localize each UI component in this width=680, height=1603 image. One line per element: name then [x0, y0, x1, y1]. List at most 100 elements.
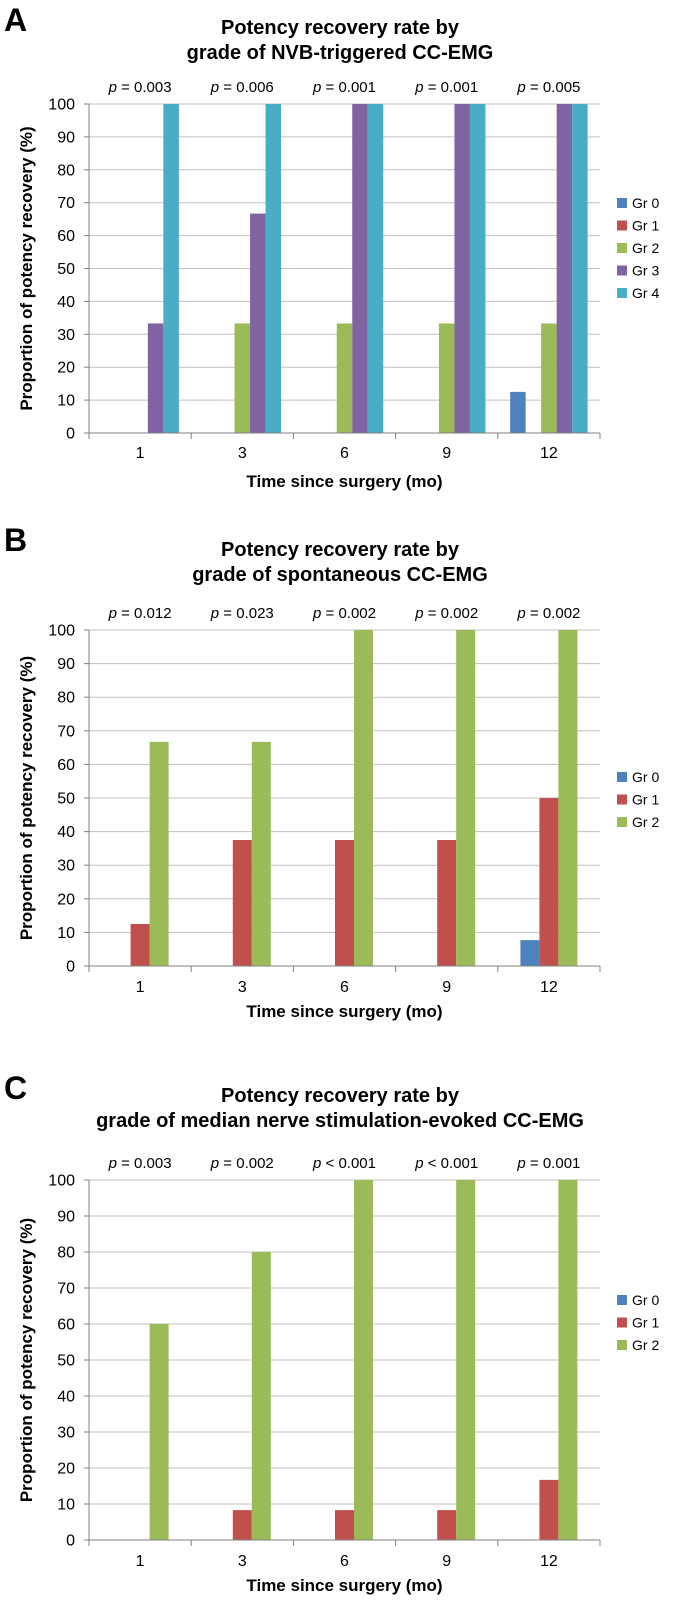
bar — [456, 1180, 476, 1540]
bar — [232, 1510, 252, 1540]
chart-title: Potency recovery rate by grade of NVB-tr… — [0, 16, 680, 66]
y-tick-label: 80 — [57, 162, 75, 179]
legend-swatch — [617, 288, 627, 298]
p-symbol: p — [108, 79, 117, 96]
p-value-text: = 0.002 — [526, 605, 581, 622]
y-axis-label: Proportion of potency recovery (%) — [17, 126, 36, 410]
bar — [469, 104, 486, 433]
y-tick-label: 10 — [57, 925, 75, 942]
p-symbol: p — [312, 605, 321, 622]
y-tick-label: 100 — [48, 623, 75, 640]
bar — [250, 213, 266, 433]
p-value-text: = 0.002 — [321, 605, 376, 622]
y-tick-label: 20 — [57, 891, 75, 908]
bar — [437, 840, 457, 966]
p-symbol: p — [312, 1155, 321, 1172]
y-tick-label: 70 — [57, 723, 75, 740]
legend-label: Gr 0 — [632, 1292, 659, 1308]
y-tick-label: 0 — [66, 959, 75, 976]
p-value-text: = 0.002 — [219, 1155, 274, 1172]
bar — [539, 798, 559, 966]
y-tick-label: 40 — [57, 1389, 75, 1406]
y-tick-label: 20 — [57, 1461, 75, 1478]
legend-swatch — [617, 817, 627, 827]
y-tick-label: 50 — [57, 1353, 75, 1370]
bar — [367, 104, 384, 433]
bar — [510, 391, 526, 433]
legend-swatch — [617, 265, 627, 276]
chart-title: Potency recovery rate by grade of median… — [0, 1084, 680, 1134]
chart-title-line-2: grade of NVB-triggered CC-EMG — [186, 42, 494, 64]
x-tick-label: 3 — [238, 1553, 247, 1570]
legend-label: Gr 4 — [632, 285, 659, 301]
legend-label: Gr 0 — [632, 769, 659, 785]
y-tick-label: 70 — [57, 195, 75, 212]
y-tick-label: 80 — [57, 1245, 75, 1262]
p-value-text: = 0.005 — [526, 79, 581, 96]
x-tick-label: 9 — [442, 979, 451, 996]
bar — [352, 104, 368, 433]
p-symbol: p — [210, 605, 219, 622]
p-value-text: = 0.003 — [117, 1155, 172, 1172]
legend-label: Gr 0 — [632, 195, 659, 211]
legend-swatch — [617, 1295, 627, 1305]
legend-label: Gr 2 — [632, 240, 659, 256]
p-symbol: p — [210, 1155, 219, 1172]
legend-swatch — [617, 1317, 627, 1328]
p-value-text: < 0.001 — [424, 1155, 479, 1172]
y-tick-label: 100 — [48, 97, 75, 114]
chart-title: Potency recovery rate by grade of sponta… — [0, 538, 680, 588]
bar — [456, 630, 476, 966]
x-tick-label: 9 — [442, 1553, 451, 1570]
p-value-annotation: p = 0.006 — [210, 79, 274, 96]
p-value-annotation: p = 0.001 — [312, 79, 376, 96]
chart-title-line-1: Potency recovery rate by — [221, 1085, 459, 1107]
bar — [147, 323, 164, 433]
chart-panel-a: A Potency recovery rate by grade of NVB-… — [0, 0, 680, 510]
p-value-annotation: p < 0.001 — [312, 1155, 376, 1172]
y-tick-label: 60 — [57, 757, 75, 774]
x-axis-label: Time since surgery (mo) — [246, 472, 442, 491]
y-tick-label: 0 — [66, 1533, 75, 1550]
y-tick-label: 0 — [66, 426, 75, 443]
bar — [556, 104, 573, 433]
p-value-annotation: p < 0.001 — [414, 1155, 478, 1172]
p-value-annotation: p = 0.003 — [108, 1155, 172, 1172]
bar — [438, 323, 455, 433]
panel-letter: C — [4, 1070, 28, 1106]
p-value-annotation: p = 0.001 — [414, 79, 478, 96]
chart-title-line-1: Potency recovery rate by — [221, 17, 459, 39]
p-value-annotation: p = 0.023 — [210, 605, 274, 622]
bar — [558, 630, 578, 966]
bar — [335, 1510, 354, 1540]
p-value-text: = 0.023 — [219, 605, 274, 622]
p-symbol: p — [210, 79, 219, 96]
x-tick-label: 12 — [540, 1553, 558, 1570]
x-tick-label: 6 — [340, 1553, 349, 1570]
bar — [149, 741, 169, 966]
panel-letter: B — [4, 522, 28, 558]
y-tick-label: 40 — [57, 294, 75, 311]
p-symbol: p — [414, 79, 423, 96]
y-tick-label: 10 — [57, 1497, 75, 1514]
legend-swatch — [617, 794, 627, 805]
legend-swatch — [617, 1340, 627, 1350]
chart-title-line-2: grade of median nerve stimulation-evoked… — [96, 1110, 584, 1132]
p-value-text: = 0.001 — [526, 1155, 581, 1172]
bar — [454, 104, 470, 433]
y-tick-label: 20 — [57, 360, 75, 377]
p-value-text: < 0.001 — [321, 1155, 376, 1172]
p-symbol: p — [516, 605, 525, 622]
bar — [572, 104, 588, 433]
legend-label: Gr 1 — [632, 218, 659, 234]
bar — [335, 840, 354, 966]
bar — [336, 323, 353, 433]
x-tick-label: 6 — [340, 445, 349, 462]
x-tick-label: 1 — [136, 445, 145, 462]
legend-swatch — [617, 198, 627, 208]
chart-panel-c: C Potency recovery rate by grade of medi… — [0, 1070, 680, 1603]
y-tick-label: 60 — [57, 1317, 75, 1334]
y-axis-label: Proportion of potency recovery (%) — [17, 1218, 36, 1502]
y-tick-label: 90 — [57, 129, 75, 146]
x-tick-label: 12 — [540, 979, 558, 996]
